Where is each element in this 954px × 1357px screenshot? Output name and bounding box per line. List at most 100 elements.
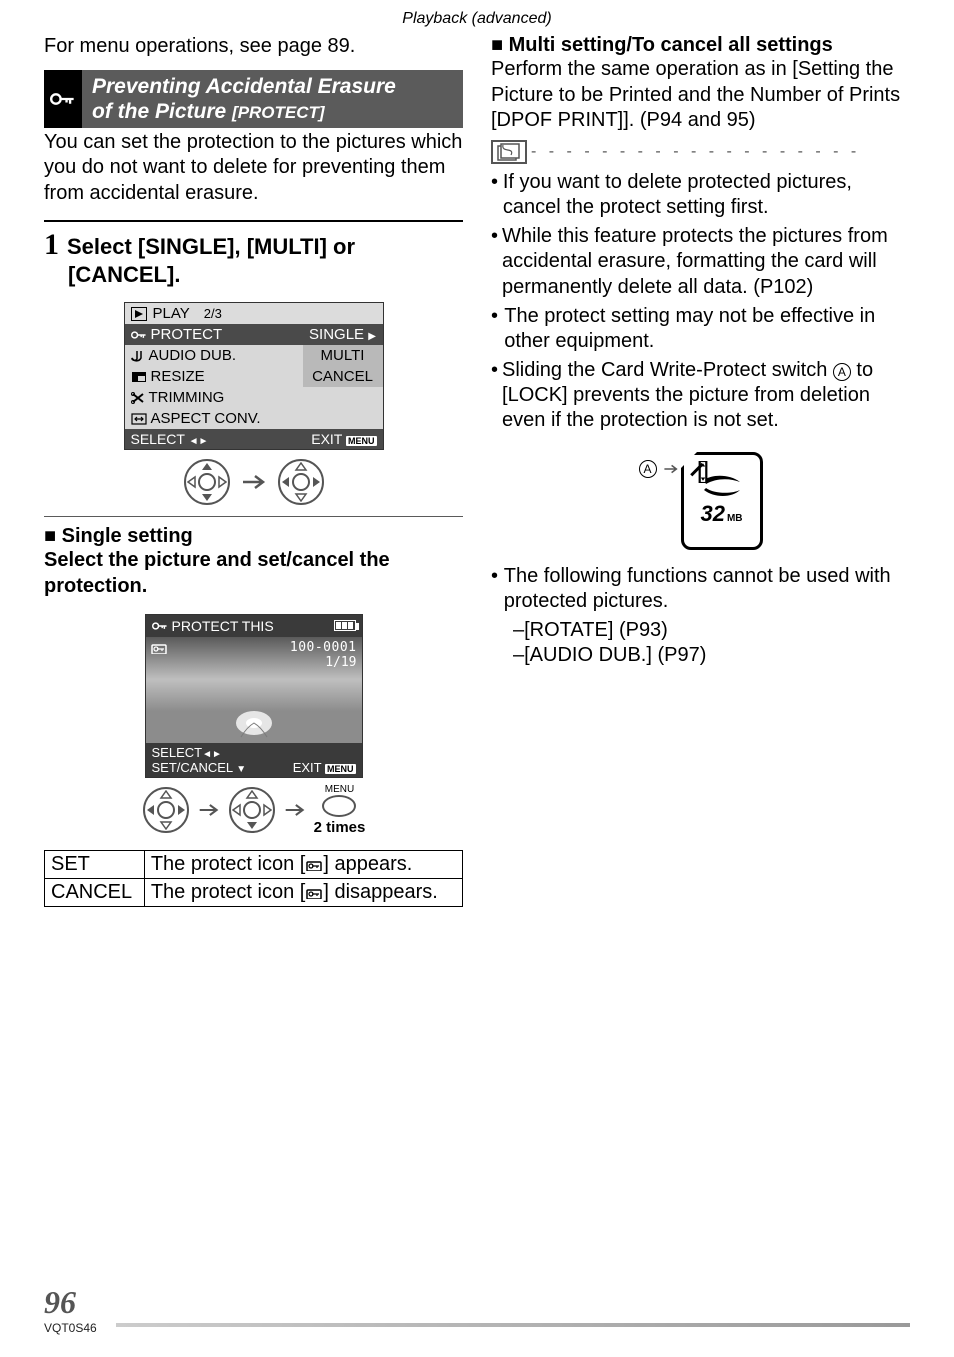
preview-exit: EXIT: [293, 760, 322, 775]
circle-a-icon: A: [833, 363, 851, 381]
footer-select: SELECT: [131, 431, 185, 447]
menu-label: MENU: [325, 784, 354, 795]
dashes: - - - - - - - - - - - - - - - - - - -: [531, 143, 860, 161]
menu-body: PROTECT AUDIO DUB. RESIZE TRIMMING: [125, 324, 383, 429]
menu-item-aspect[interactable]: ASPECT CONV.: [125, 408, 303, 429]
single-heading-text: Single setting: [62, 525, 193, 547]
menu-item-resize[interactable]: RESIZE: [125, 366, 303, 387]
multi-heading: ■ Multi setting/To cancel all settings: [491, 34, 910, 57]
option-single[interactable]: SINGLE ▶: [303, 324, 383, 345]
option-multi[interactable]: MULTI: [303, 345, 383, 366]
menu-page: 2/3: [204, 306, 222, 321]
right-column: ■ Multi setting/To cancel all settings P…: [491, 34, 910, 907]
menu-item-label: RESIZE: [151, 368, 205, 385]
menu-header: PLAY 2/3: [125, 303, 383, 324]
menu-oval-icon: [322, 795, 356, 817]
sd-cap-num: 32: [700, 501, 724, 527]
arrow-right-icon: [284, 800, 306, 820]
list-item: •If you want to delete protected picture…: [491, 170, 910, 220]
preview-image: 100-0001 1/19: [146, 637, 362, 743]
single-setting-heading: ■ Single setting: [44, 525, 463, 548]
menu-button: MENU 2 times: [314, 784, 366, 836]
banner-line2b: [PROTECT]: [232, 103, 325, 122]
menu-item-label: ASPECT CONV.: [151, 410, 261, 427]
dpad-leftright-icon: [277, 458, 325, 506]
divider: [44, 220, 463, 222]
bullet-text: The following functions cannot be used w…: [504, 564, 910, 614]
option-label: SINGLE: [309, 326, 364, 343]
list-item: •Sliding the Card Write-Protect switch A…: [491, 358, 910, 434]
multi-heading-text: Multi setting/To cancel all settings: [509, 34, 833, 56]
list-item: •While this feature protects the picture…: [491, 224, 910, 300]
option-cancel[interactable]: CANCEL: [303, 366, 383, 387]
bullet-text: While this feature protects the pictures…: [502, 224, 910, 300]
arrow-right-icon: [661, 463, 681, 475]
table-row: CANCEL The protect icon [] disappears.: [45, 878, 463, 906]
sub-item-rotate: –[ROTATE] (P93): [491, 618, 910, 643]
banner-line1: Preventing Accidental Erasure: [92, 75, 396, 98]
page-footer: 96 VQT0S46: [44, 1284, 97, 1335]
table-row: SET The protect icon [ ] appears.: [45, 850, 463, 878]
sd-cap-unit: MB: [727, 513, 743, 524]
preview-setcancel: SET/CANCEL: [152, 760, 233, 775]
divider-thin: [44, 516, 463, 517]
list-item: •The protect setting may not be effectiv…: [491, 304, 910, 354]
page-number: 96: [44, 1284, 97, 1321]
sd-capacity: 32 MB: [700, 501, 742, 527]
bullet-list: •If you want to delete protected picture…: [491, 170, 910, 434]
dpad-down-icon: [228, 786, 276, 834]
running-header: Playback (advanced): [0, 0, 954, 28]
banner-text: Preventing Accidental Erasure of the Pic…: [82, 70, 463, 128]
menu-badge: MENU: [346, 436, 377, 446]
menu-item-label: TRIMMING: [149, 389, 225, 406]
key-icon: [152, 621, 168, 631]
sub-item-audiodub: –[AUDIO DUB.] (P97): [491, 643, 910, 668]
bullet-text: Sliding the Card Write-Protect switch A …: [502, 358, 910, 434]
play-menu-screen: PLAY 2/3 PROTECT AUDIO DUB. RESIZE: [124, 302, 384, 450]
menu-options: SINGLE ▶ MULTI CANCEL: [303, 324, 383, 429]
cell-set-desc: The protect icon [ ] appears.: [144, 850, 462, 878]
cell-cancel-desc: The protect icon [] disappears.: [144, 878, 462, 906]
menu-item-protect[interactable]: PROTECT: [125, 324, 303, 345]
page-content: For menu operations, see page 89. Preven…: [0, 28, 954, 907]
cell-set: SET: [45, 850, 145, 878]
menu-item-label: AUDIO DUB.: [149, 347, 237, 364]
lock-icon: [305, 857, 323, 871]
menu-footer: SELECT ◄► EXIT MENU: [125, 429, 383, 449]
preview-header: PROTECT THIS: [146, 615, 362, 637]
circle-a-icon: A: [639, 460, 657, 478]
arrow-right-icon: [241, 472, 267, 492]
preview-footer: SELECT◄► SET/CANCEL ▼ EXIT MENU: [146, 743, 362, 777]
dpad-updown-icon: [183, 458, 231, 506]
battery-icon: [334, 620, 356, 631]
text: ] disappears.: [323, 881, 438, 903]
sd-card-diagram: A 32 MB: [491, 452, 910, 550]
text: Sliding the Card Write-Protect switch: [502, 359, 833, 381]
intro-text: For menu operations, see page 89.: [44, 34, 463, 60]
option-spacer: [303, 387, 383, 429]
banner-desc: You can set the protection to the pictur…: [44, 130, 463, 207]
play-icon: [131, 307, 147, 321]
section-banner: Preventing Accidental Erasure of the Pic…: [44, 70, 463, 128]
menu-title: PLAY: [153, 305, 190, 322]
preview-title: PROTECT THIS: [172, 618, 274, 634]
doc-code: VQT0S46: [44, 1321, 97, 1335]
single-instr: Select the picture and set/cancel the pr…: [44, 548, 463, 599]
note-icon: [491, 140, 527, 164]
image-count: 1/19: [325, 655, 356, 670]
text: The protect icon [: [151, 853, 306, 875]
set-cancel-table: SET The protect icon [ ] appears. CANCEL …: [44, 850, 463, 907]
menu-item-trimming[interactable]: TRIMMING: [125, 387, 303, 408]
menu-item-audio[interactable]: AUDIO DUB.: [125, 345, 303, 366]
arrow-right-icon: [198, 800, 220, 820]
note-divider: - - - - - - - - - - - - - - - - - - -: [491, 140, 910, 164]
bullet-list-2: •The following functions cannot be used …: [491, 564, 910, 614]
menu-nav-icons: [44, 458, 463, 506]
banner-line2a: of the Picture: [92, 100, 232, 123]
bullet-text: If you want to delete protected pictures…: [503, 170, 910, 220]
multi-paragraph: Perform the same operation as in [Settin…: [491, 57, 910, 134]
text: ] appears.: [323, 853, 412, 875]
flower-icon: [229, 703, 279, 739]
key-icon: [44, 70, 82, 128]
menu-items: PROTECT AUDIO DUB. RESIZE TRIMMING: [125, 324, 303, 429]
